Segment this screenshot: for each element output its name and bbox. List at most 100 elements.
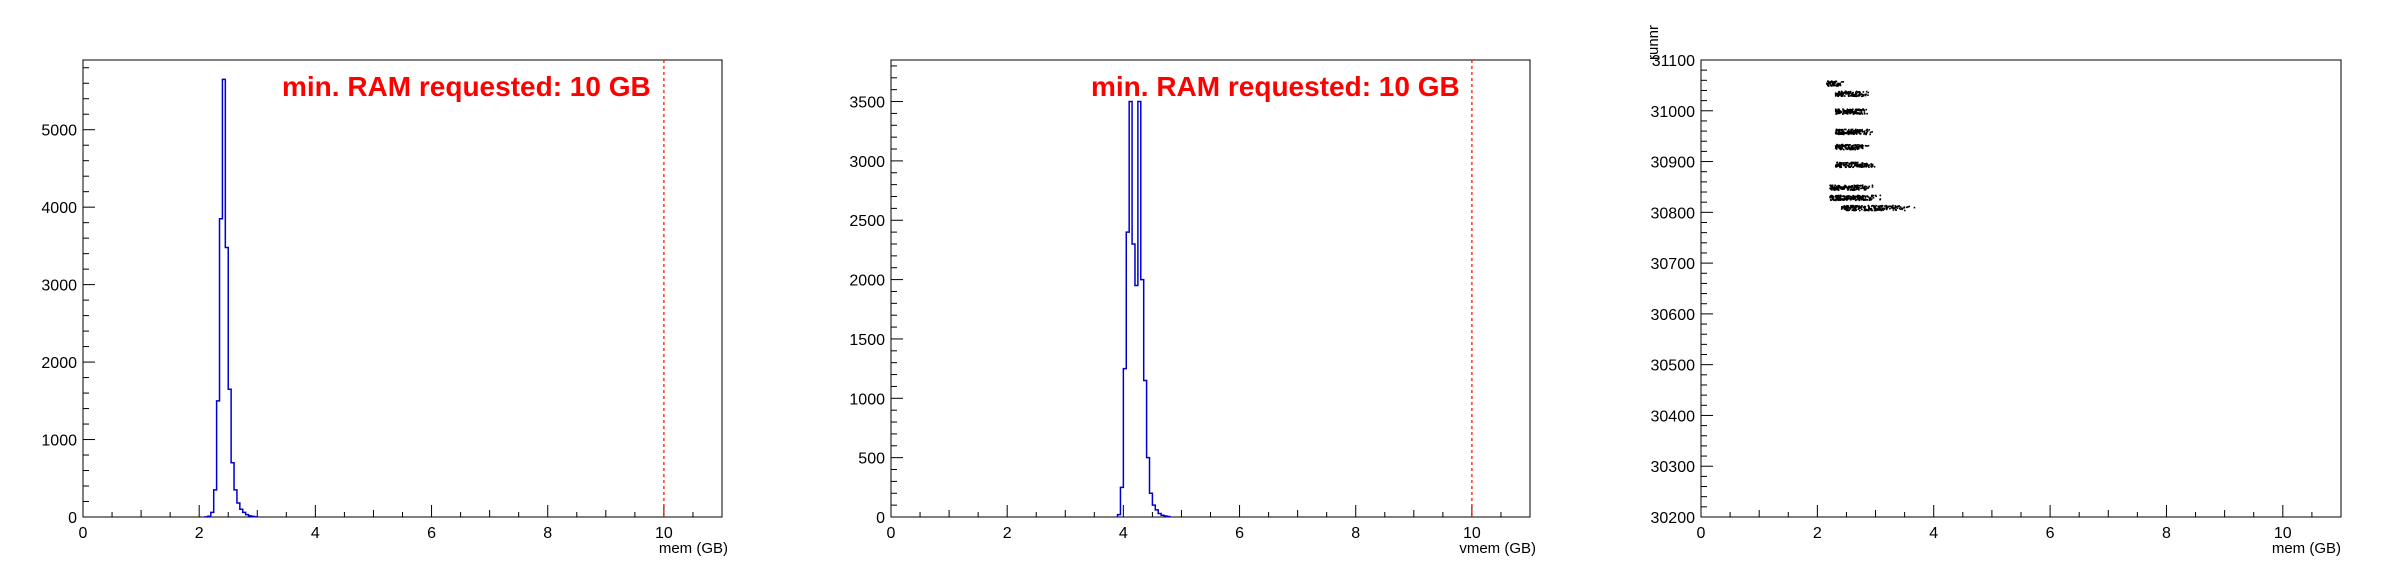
scatter-point	[1844, 207, 1847, 210]
scatter-point	[1835, 198, 1837, 201]
scatter-point	[1848, 146, 1850, 149]
scatter-point	[1832, 198, 1834, 201]
scatter-point	[1852, 205, 1854, 208]
scatter-point	[1870, 207, 1873, 210]
scatter-point	[1844, 185, 1846, 188]
histogram-bin	[1135, 286, 1138, 517]
x-tick-label: 8	[1351, 525, 1360, 542]
scatter-point	[1840, 144, 1843, 147]
scatter-point	[1842, 162, 1844, 164]
scatter-point	[1870, 196, 1873, 198]
scatter-point	[1846, 161, 1849, 164]
scatter-point	[1836, 195, 1838, 197]
scatter-point	[1852, 166, 1854, 169]
scatter-point	[1847, 206, 1849, 209]
scatter-point	[1852, 132, 1855, 134]
scatter-point	[1848, 209, 1851, 211]
scatter-point	[1850, 165, 1852, 168]
scatter-point	[1900, 207, 1903, 210]
scatter-point	[1838, 110, 1840, 113]
scatter-point	[1838, 92, 1840, 95]
scatter-point	[1834, 184, 1836, 187]
scatter-point	[1859, 132, 1861, 135]
scatter-point	[1839, 147, 1841, 149]
scatter-point	[1863, 133, 1865, 135]
scatter-point	[1859, 197, 1861, 200]
y-tick-label: 2500	[849, 213, 885, 230]
scatter-point	[1859, 108, 1861, 111]
scatter-point	[1842, 93, 1844, 95]
scatter-point	[1838, 130, 1841, 133]
scatter-point	[1853, 209, 1855, 212]
scatter-point	[1847, 206, 1850, 208]
scatter-point	[1881, 207, 1884, 210]
histogram-bin	[1123, 369, 1126, 517]
scatter-point	[1843, 185, 1845, 188]
scatter-point	[1830, 184, 1832, 187]
scatter-point	[1903, 206, 1906, 208]
scatter-point	[1834, 195, 1837, 197]
scatter-point	[1836, 146, 1838, 149]
x-tick-label: 2	[1813, 525, 1822, 542]
scatter-point	[1850, 195, 1853, 198]
scatter-point	[1847, 111, 1850, 113]
scatter-point	[1892, 207, 1894, 209]
y-tick-label: 30800	[1651, 205, 1696, 222]
scatter-point	[1840, 187, 1843, 190]
scatter-point	[1841, 143, 1844, 146]
histogram-bin	[249, 516, 252, 517]
plot-frame	[1700, 59, 2342, 518]
scatter-point	[1835, 148, 1838, 150]
scatter-point	[1843, 91, 1845, 94]
scatter-point	[1850, 145, 1853, 148]
scatter-point	[1876, 209, 1878, 212]
scatter-point	[1843, 128, 1846, 131]
scatter-point	[1853, 184, 1856, 187]
scatter-point	[1856, 185, 1859, 188]
scatter-point	[1866, 145, 1868, 147]
histogram-bin	[1144, 380, 1147, 517]
scatter-point	[1862, 108, 1864, 110]
scatter-point	[1854, 205, 1856, 208]
scatter-point	[1841, 207, 1844, 209]
scatter-point	[1842, 108, 1844, 110]
scatter-point	[1837, 95, 1839, 97]
scatter-point	[1838, 144, 1841, 147]
scatter-point	[1835, 199, 1837, 202]
scatter-point	[1841, 132, 1844, 134]
scatter-point	[1842, 131, 1845, 133]
scatter-point	[1879, 198, 1882, 200]
scatter-point	[1838, 196, 1841, 199]
scatter-point	[1846, 198, 1849, 201]
scatter-point	[1857, 187, 1859, 189]
scatter-point	[1840, 94, 1843, 97]
scatter-point	[1831, 82, 1834, 85]
scatter-point	[1845, 144, 1848, 147]
scatter-point	[1837, 91, 1840, 94]
scatter-point	[1855, 162, 1858, 164]
scatter-point	[1840, 148, 1843, 150]
scatter-point	[1861, 205, 1863, 207]
scatter-point	[1849, 111, 1852, 114]
scatter-point	[1874, 209, 1877, 212]
scatter-point	[1860, 145, 1863, 148]
scatter-point	[1831, 196, 1833, 199]
scatter-point	[1868, 197, 1871, 200]
scatter-point	[1851, 111, 1854, 114]
scatter-point	[1856, 146, 1859, 149]
scatter-point	[1846, 110, 1849, 113]
scatter-point	[1845, 205, 1848, 208]
scatter-point	[1868, 206, 1870, 208]
scatter-point	[1854, 185, 1856, 187]
scatter-point	[1859, 164, 1861, 167]
scatter-point	[1861, 196, 1864, 199]
scatter-point	[1839, 131, 1842, 134]
scatter-point	[1838, 131, 1841, 134]
scatter-point	[1828, 82, 1830, 84]
scatter-point	[1837, 85, 1839, 87]
scatter-point	[1863, 164, 1866, 167]
scatter-point	[1845, 196, 1848, 199]
scatter-point	[1847, 186, 1850, 189]
scatter-point	[1859, 91, 1861, 94]
scatter-point	[1854, 148, 1856, 151]
